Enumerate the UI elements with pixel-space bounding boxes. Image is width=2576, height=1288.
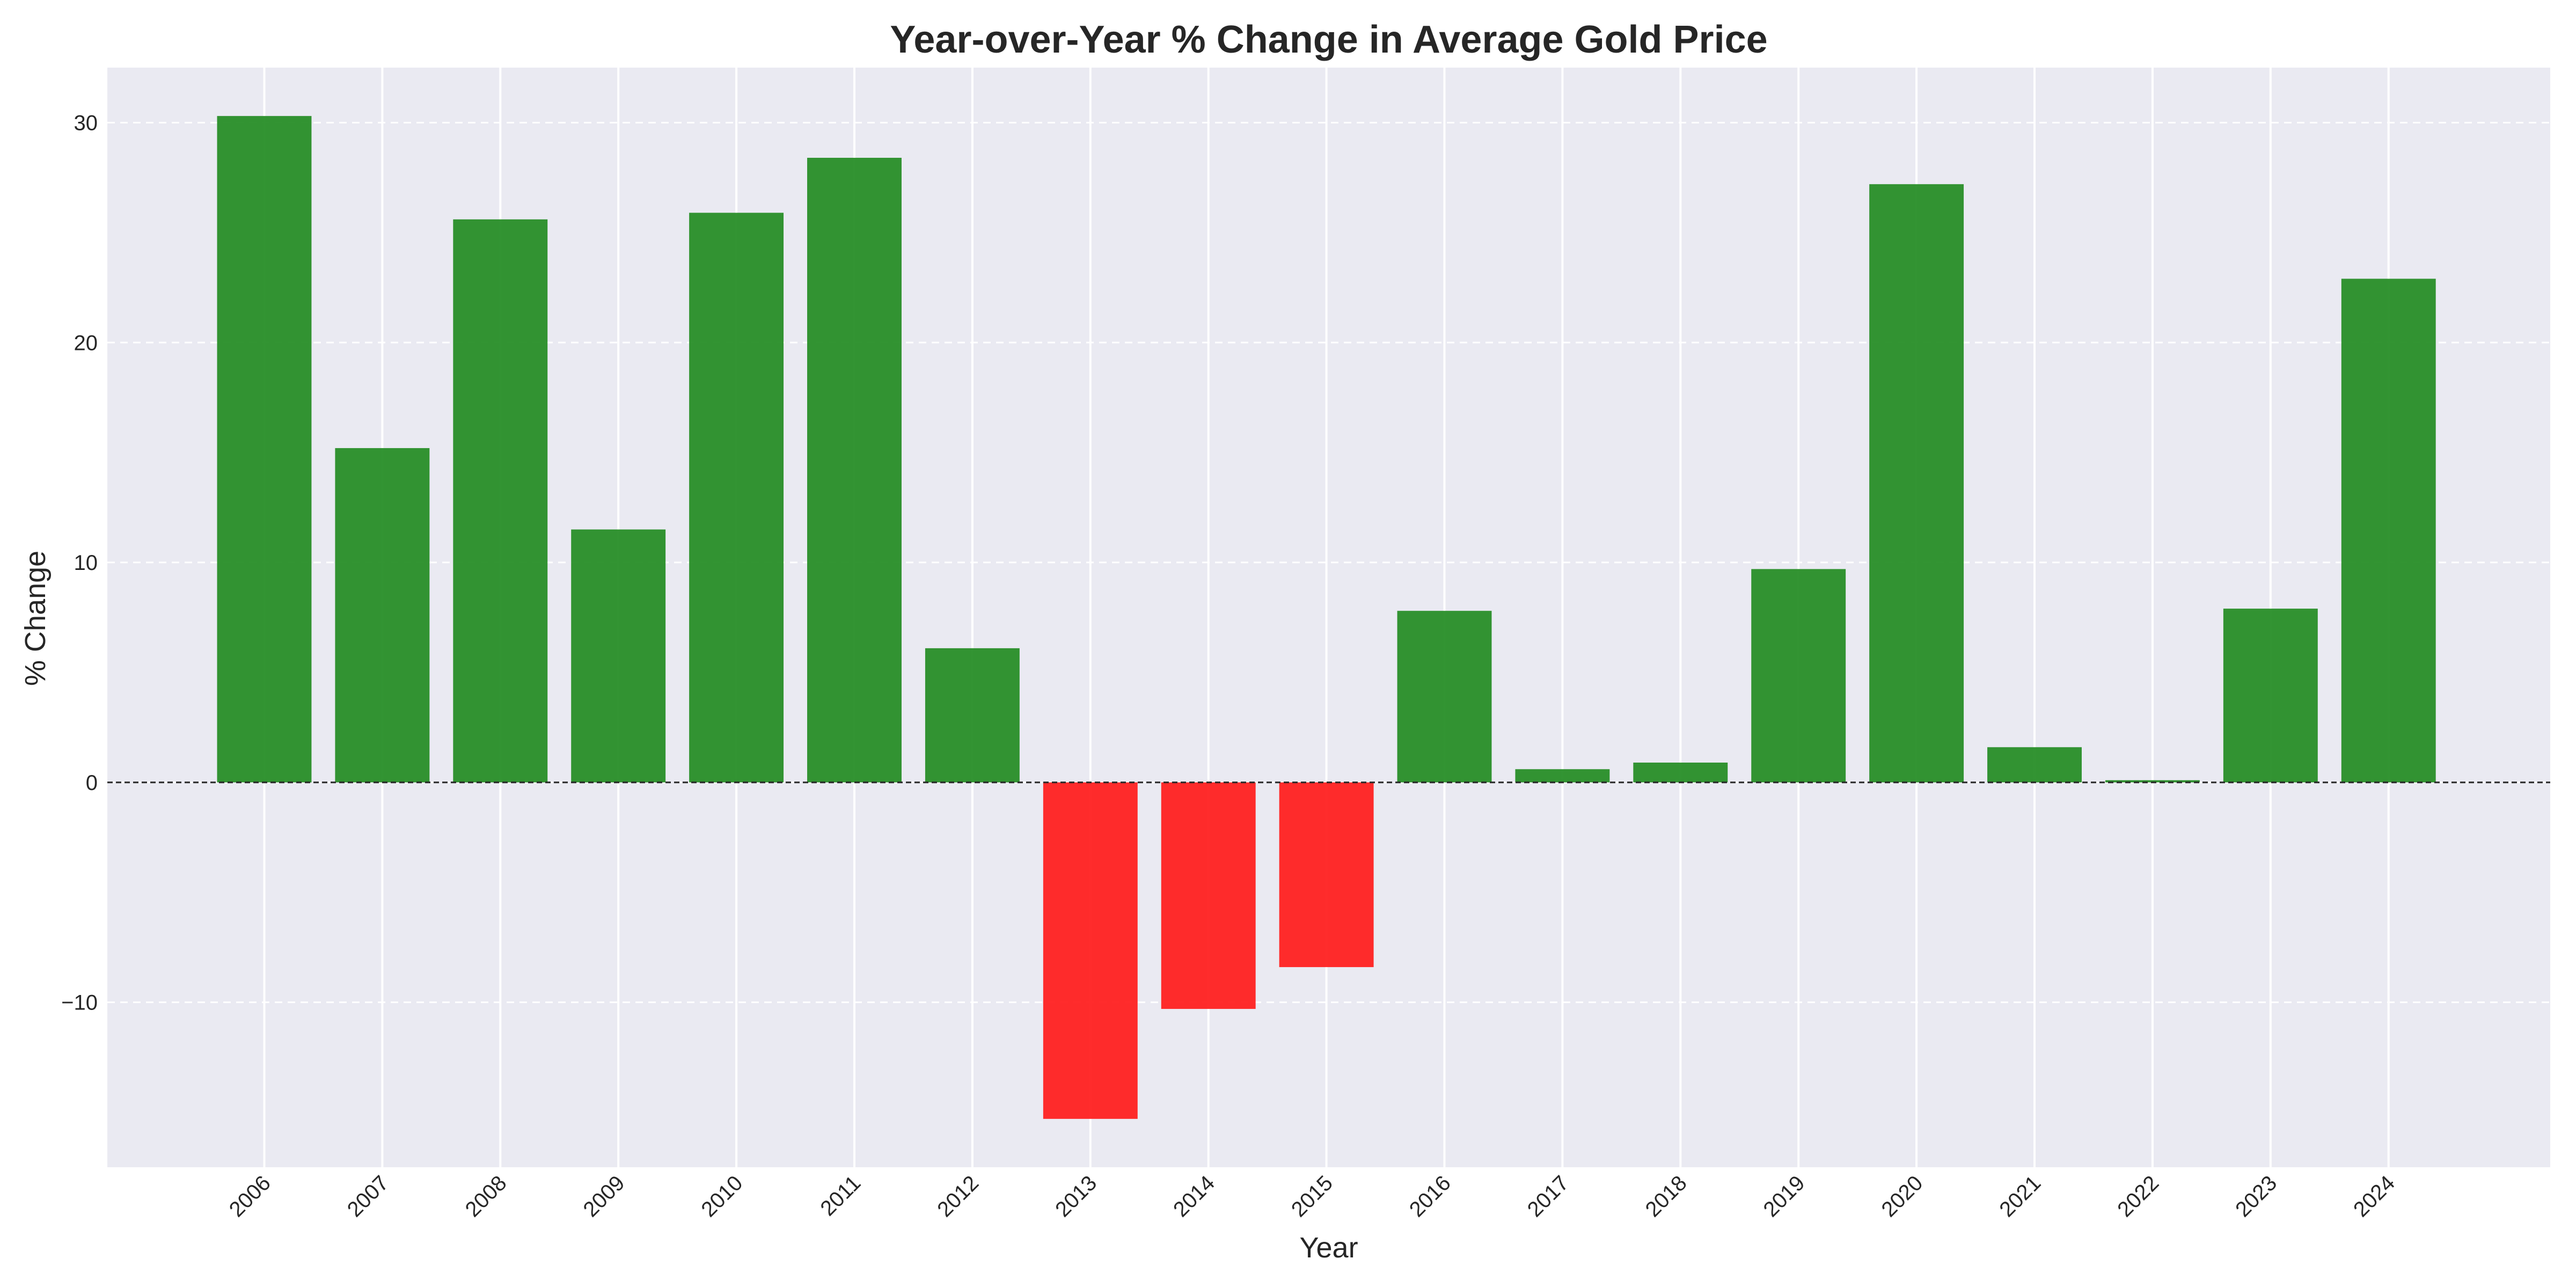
y-tick-label: −10	[61, 991, 98, 1015]
bar-2021	[1987, 747, 2082, 782]
bar-2007	[335, 448, 430, 782]
x-tick-label: 2017	[1523, 1171, 1574, 1221]
bar-2022	[2105, 780, 2200, 782]
x-axis-ticks: 2006 2007 2008 2009 2010 2011 2012 2013 2014 2015…	[225, 1171, 2399, 1221]
bar-2011	[807, 158, 902, 782]
x-tick-label: 2013	[1051, 1171, 1101, 1221]
x-tick-label: 2015	[1287, 1171, 1337, 1221]
y-tick-label: 20	[74, 331, 98, 355]
x-tick-label: 2011	[816, 1171, 865, 1220]
bar-2013	[1043, 782, 1138, 1119]
y-tick-label: 10	[74, 551, 98, 575]
x-tick-label: 2010	[697, 1171, 747, 1221]
bar-2016	[1397, 611, 1492, 782]
bar-2020	[1869, 184, 1964, 782]
bar-2010	[689, 213, 784, 782]
x-tick-label: 2020	[1877, 1171, 1927, 1221]
bar-2018	[1633, 762, 1728, 782]
x-tick-label: 2018	[1641, 1171, 1692, 1221]
bar-2017	[1515, 769, 1610, 782]
y-tick-label: 30	[74, 111, 98, 135]
x-tick-label: 2012	[933, 1171, 983, 1221]
x-tick-label: 2006	[225, 1171, 275, 1221]
x-tick-label: 2019	[1759, 1171, 1810, 1221]
x-tick-label: 2007	[343, 1171, 393, 1221]
chart-title: Year-over-Year % Change in Average Gold …	[890, 18, 1767, 61]
bar-2024	[2341, 279, 2436, 782]
bar-2019	[1751, 569, 1846, 782]
x-tick-label: 2016	[1405, 1171, 1455, 1221]
x-tick-label: 2024	[2349, 1171, 2399, 1221]
y-axis-label: % Change	[19, 551, 52, 686]
x-tick-label: 2021	[1995, 1171, 2045, 1221]
bar-2023	[2223, 609, 2318, 782]
bar-2012	[925, 648, 1020, 782]
bar-2015	[1279, 782, 1374, 968]
y-tick-label: 0	[86, 771, 98, 795]
x-tick-label: 2009	[579, 1171, 630, 1221]
x-tick-label: 2022	[2113, 1171, 2163, 1221]
bar-2008	[453, 219, 548, 782]
bar-2014	[1161, 782, 1256, 1009]
x-tick-label: 2008	[461, 1171, 511, 1221]
x-tick-label: 2014	[1169, 1171, 1219, 1221]
x-tick-label: 2023	[2231, 1171, 2281, 1221]
x-axis-label: Year	[1299, 1232, 1358, 1264]
bar-2009	[571, 529, 666, 782]
y-axis-ticks: −10 0 10 20 30	[61, 111, 98, 1014]
bar-2006	[217, 116, 312, 782]
bars	[217, 116, 2436, 1119]
